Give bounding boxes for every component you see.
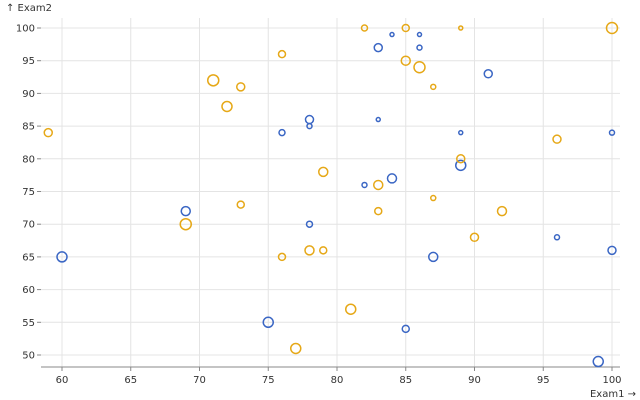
data-point-orange xyxy=(221,100,233,113)
x-tick-label: 85 xyxy=(399,375,412,386)
data-point-orange xyxy=(43,127,53,138)
data-point-blue xyxy=(56,251,68,263)
data-point-blue xyxy=(428,251,439,263)
data-point-orange xyxy=(400,55,411,66)
data-point-blue xyxy=(304,114,315,125)
y-tick-label: 95 xyxy=(22,56,35,67)
x-axis-label: Exam1 → xyxy=(590,389,636,400)
y-tick-label: 80 xyxy=(22,154,35,165)
data-point-blue xyxy=(416,44,423,51)
data-point-blue xyxy=(458,129,464,136)
data-point-blue xyxy=(607,245,617,256)
data-point-orange xyxy=(605,21,619,35)
points xyxy=(43,21,619,368)
y-tick-label: 50 xyxy=(22,351,35,362)
data-point-blue xyxy=(401,324,410,334)
data-point-orange xyxy=(552,134,562,144)
data-point-orange xyxy=(373,179,384,191)
data-point-blue xyxy=(375,116,381,123)
data-point-orange xyxy=(207,74,220,87)
data-point-blue xyxy=(361,181,368,189)
data-point-blue xyxy=(455,159,467,172)
x-tick-label: 90 xyxy=(468,375,481,386)
data-point-orange xyxy=(496,205,508,217)
data-point-orange xyxy=(236,82,246,92)
data-point-orange xyxy=(374,206,383,216)
data-point-blue xyxy=(305,220,314,228)
data-point-orange xyxy=(458,25,464,31)
data-point-blue xyxy=(180,205,191,217)
data-point-blue xyxy=(306,122,313,130)
data-point-orange xyxy=(401,23,410,33)
data-point-blue xyxy=(389,31,395,38)
data-point-blue xyxy=(373,42,383,53)
x-tick-label: 65 xyxy=(124,375,137,386)
data-point-orange xyxy=(345,303,357,315)
y-tick-label: 75 xyxy=(22,187,35,198)
x-tick-label: 70 xyxy=(193,375,206,386)
data-point-orange xyxy=(318,166,329,178)
data-point-orange xyxy=(430,83,437,91)
data-point-orange xyxy=(469,232,480,243)
y-tick-label: 60 xyxy=(22,285,35,296)
x-tick-label: 95 xyxy=(537,375,550,386)
y-tick-label: 85 xyxy=(22,122,35,133)
x-tick-label: 60 xyxy=(56,375,69,386)
data-point-orange xyxy=(277,252,287,262)
data-point-orange xyxy=(456,154,466,164)
ticks: 60 65 70 75 80 85 90 95 100 50 55 60 65 70 75 80 85 90 95 1… xyxy=(16,24,622,387)
data-point-orange xyxy=(304,245,315,256)
data-point-orange xyxy=(236,200,245,209)
data-point-orange xyxy=(277,49,287,59)
data-point-blue xyxy=(592,355,604,368)
data-point-orange xyxy=(360,24,369,32)
data-point-blue xyxy=(262,316,274,329)
data-point-blue xyxy=(278,128,286,137)
grid xyxy=(41,18,620,367)
y-axis-label: ↑ Exam2 xyxy=(6,3,52,14)
data-point-orange xyxy=(290,342,302,355)
x-tick-label: 80 xyxy=(331,375,344,386)
data-point-blue xyxy=(386,173,398,184)
x-tick-label: 100 xyxy=(602,375,621,386)
data-point-orange xyxy=(179,217,192,231)
y-tick-label: 90 xyxy=(22,89,35,100)
data-point-blue xyxy=(553,234,561,241)
data-point-orange xyxy=(413,60,426,74)
data-point-orange xyxy=(430,194,437,202)
x-tick-label: 75 xyxy=(262,375,275,386)
y-tick-label: 70 xyxy=(22,220,35,231)
data-point-blue xyxy=(416,31,423,38)
y-tick-label: 100 xyxy=(16,24,35,35)
data-point-blue xyxy=(608,129,616,136)
data-point-blue xyxy=(483,69,493,79)
y-tick-label: 65 xyxy=(22,252,35,263)
y-tick-label: 55 xyxy=(22,318,35,329)
data-point-orange xyxy=(319,246,328,255)
